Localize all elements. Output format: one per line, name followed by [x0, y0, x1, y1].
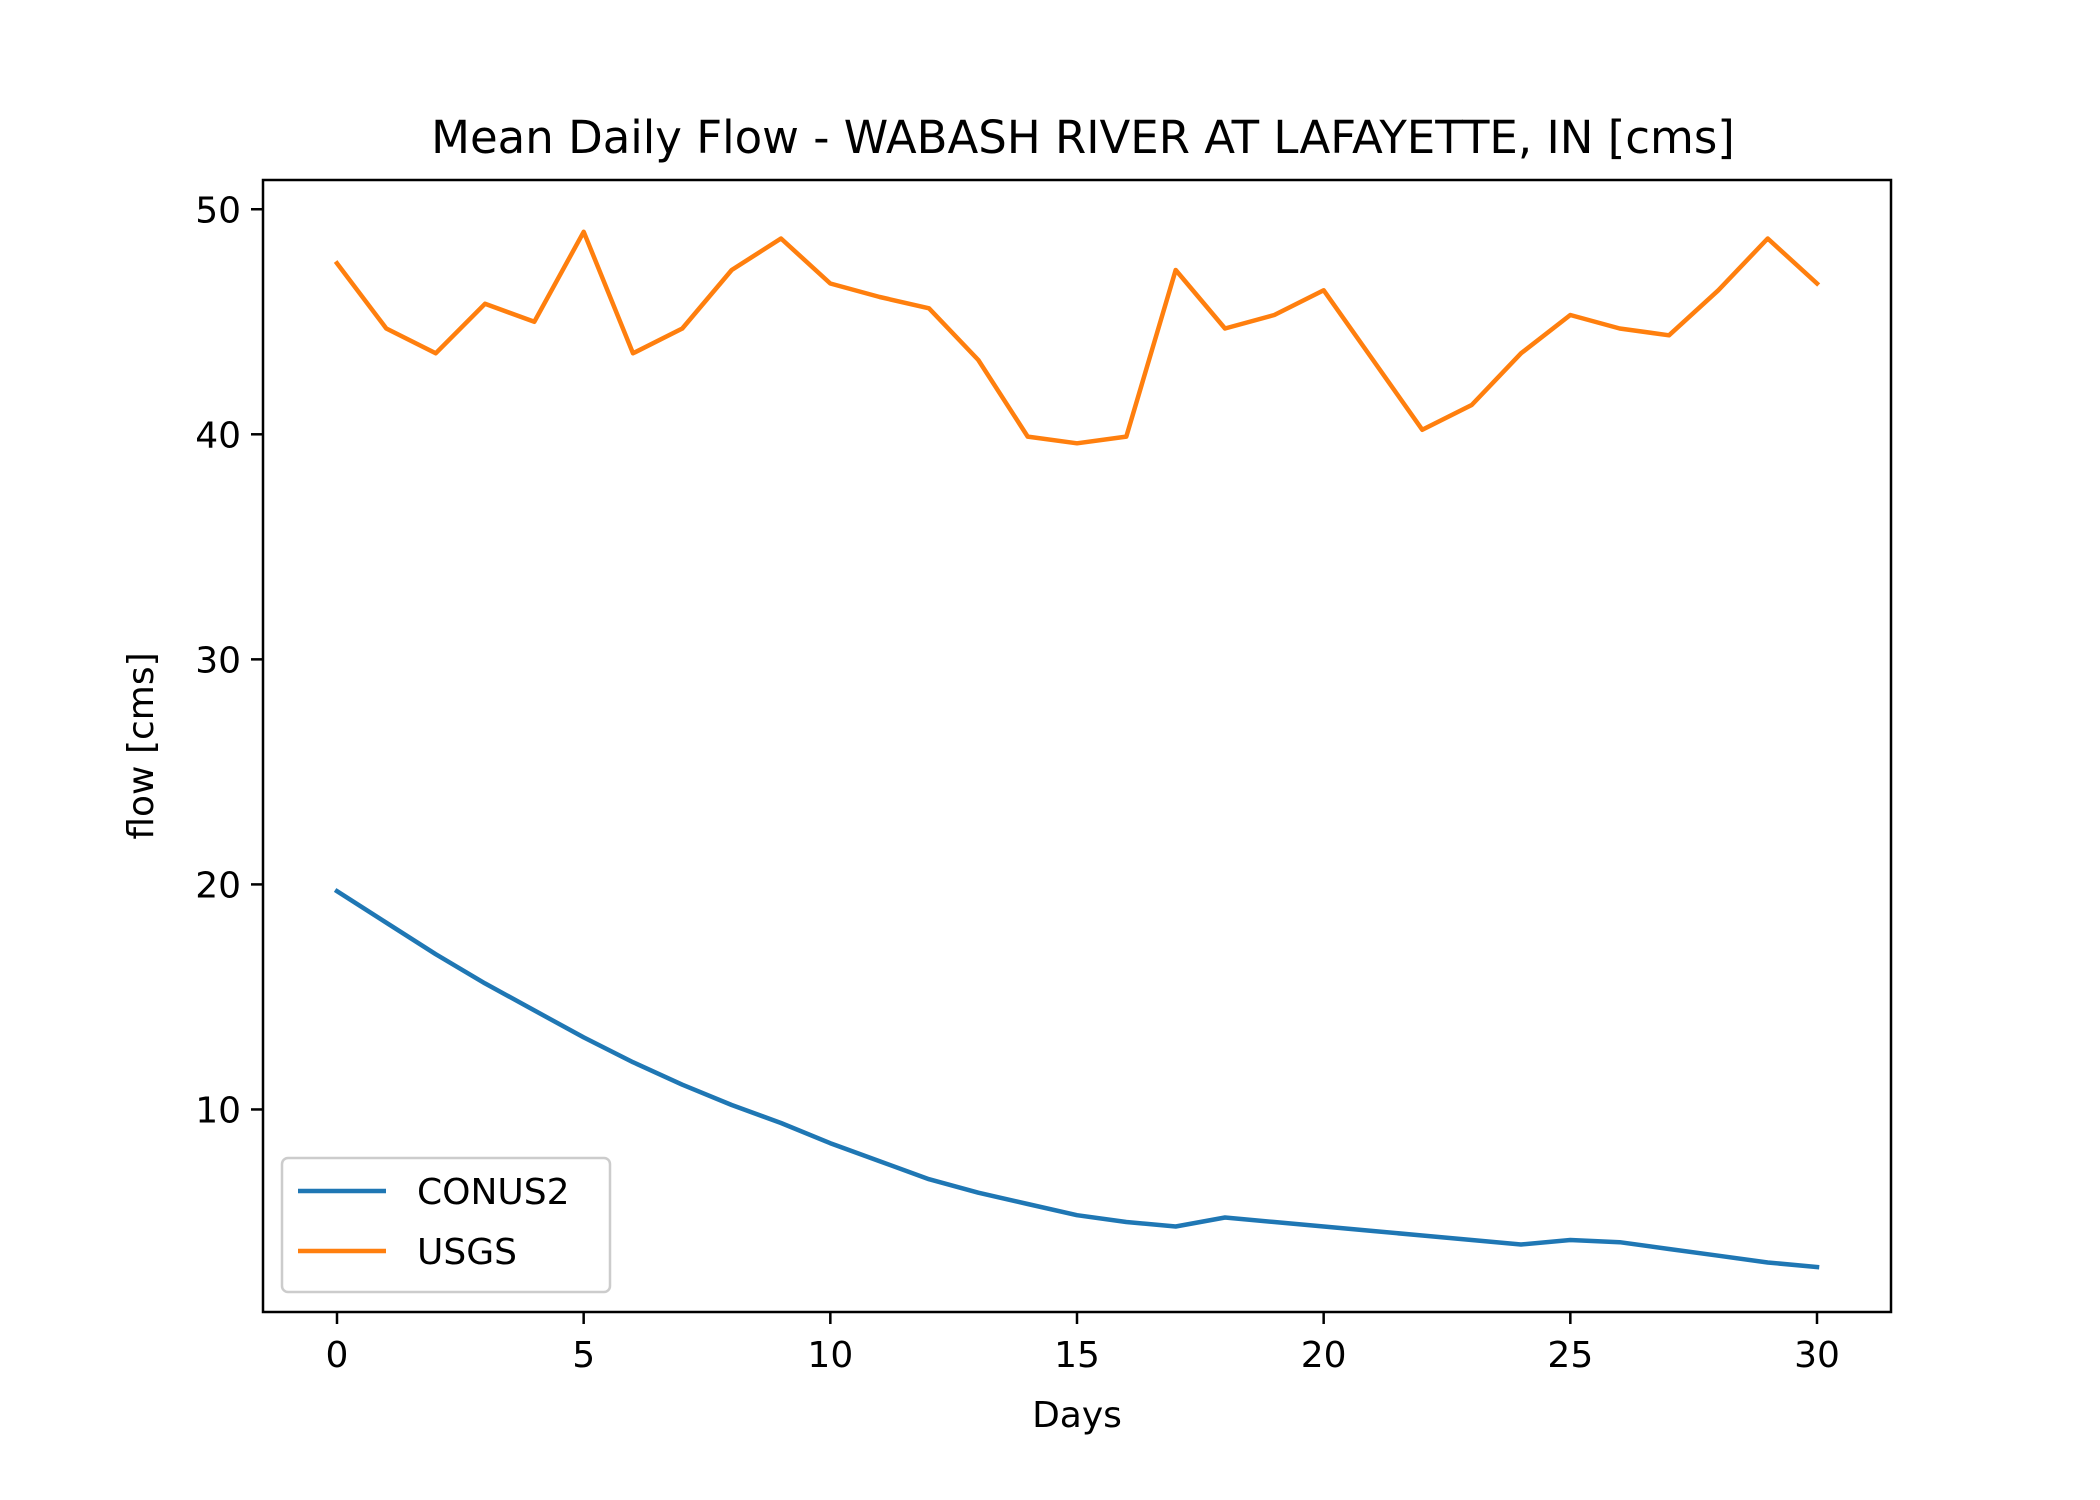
data-point-usgs-18 — [1223, 326, 1227, 330]
data-point-conus2-8 — [730, 1103, 734, 1107]
data-point-conus2-6 — [631, 1060, 635, 1064]
x-tick-label-30: 30 — [1794, 1335, 1840, 1376]
data-point-usgs-11 — [878, 295, 882, 299]
legend-label-conus2: CONUS2 — [417, 1172, 570, 1213]
data-point-conus2-25 — [1568, 1238, 1572, 1242]
data-point-usgs-7 — [680, 326, 684, 330]
y-axis-label: flow [cms] — [121, 652, 162, 839]
data-point-conus2-11 — [878, 1159, 882, 1163]
data-point-usgs-23 — [1470, 403, 1474, 407]
data-point-conus2-24 — [1519, 1242, 1523, 1246]
data-point-usgs-17 — [1174, 268, 1178, 272]
data-point-usgs-5 — [582, 230, 586, 234]
x-tick-label-5: 5 — [572, 1335, 595, 1376]
data-point-usgs-12 — [927, 306, 931, 310]
y-axis-ticks: 10 20 30 40 50 — [195, 190, 263, 1131]
data-point-usgs-19 — [1272, 313, 1276, 317]
data-point-conus2-3 — [483, 981, 487, 985]
data-point-conus2-21 — [1371, 1229, 1375, 1233]
data-point-conus2-23 — [1470, 1238, 1474, 1242]
data-point-conus2-18 — [1223, 1215, 1227, 1219]
y-tick-label-50: 50 — [195, 190, 241, 231]
data-point-conus2-20 — [1322, 1224, 1326, 1228]
data-point-usgs-29 — [1766, 236, 1770, 240]
data-point-usgs-2 — [434, 351, 438, 355]
data-point-conus2-26 — [1618, 1240, 1622, 1244]
data-point-usgs-3 — [483, 302, 487, 306]
x-tick-label-10: 10 — [807, 1335, 853, 1376]
data-point-usgs-16 — [1124, 434, 1128, 438]
x-tick-label-15: 15 — [1054, 1335, 1100, 1376]
legend: CONUS2 USGS — [280, 1156, 612, 1294]
data-point-usgs-13 — [976, 358, 980, 362]
y-tick-label-30: 30 — [195, 640, 241, 681]
chart-title: Mean Daily Flow - WABASH RIVER AT LAFAYE… — [431, 111, 1735, 164]
data-point-usgs-20 — [1322, 288, 1326, 292]
data-point-conus2-9 — [779, 1121, 783, 1125]
data-point-usgs-25 — [1568, 313, 1572, 317]
y-tick-label-40: 40 — [195, 415, 241, 456]
data-point-conus2-4 — [532, 1008, 536, 1012]
data-point-conus2-2 — [434, 952, 438, 956]
data-point-usgs-10 — [828, 281, 832, 285]
x-tick-label-0: 0 — [326, 1335, 349, 1376]
data-point-usgs-22 — [1420, 428, 1424, 432]
data-point-usgs-30 — [1815, 281, 1819, 285]
data-point-conus2-5 — [582, 1035, 586, 1039]
data-point-conus2-28 — [1716, 1254, 1720, 1258]
data-point-usgs-28 — [1716, 288, 1720, 292]
data-point-conus2-0 — [335, 889, 339, 893]
series-line-conus2 — [333, 888, 1820, 1270]
data-point-conus2-19 — [1272, 1220, 1276, 1224]
data-point-usgs-9 — [779, 236, 783, 240]
data-point-usgs-0 — [335, 261, 339, 265]
x-axis-label: Days — [1032, 1395, 1122, 1436]
data-point-usgs-15 — [1075, 441, 1079, 445]
data-point-conus2-16 — [1124, 1220, 1128, 1224]
data-point-conus2-13 — [976, 1191, 980, 1195]
data-point-conus2-15 — [1075, 1213, 1079, 1217]
data-point-usgs-21 — [1371, 358, 1375, 362]
x-tick-label-25: 25 — [1547, 1335, 1593, 1376]
data-point-conus2-30 — [1815, 1265, 1819, 1269]
data-point-conus2-14 — [1026, 1202, 1030, 1206]
plot-area — [263, 180, 1891, 1312]
data-point-usgs-26 — [1618, 326, 1622, 330]
y-tick-label-10: 10 — [195, 1090, 241, 1131]
x-axis-ticks: 0 5 10 15 20 25 30 — [326, 1312, 1840, 1376]
data-point-conus2-17 — [1174, 1224, 1178, 1228]
legend-label-usgs: USGS — [417, 1232, 517, 1273]
x-tick-label-20: 20 — [1301, 1335, 1347, 1376]
data-point-conus2-22 — [1420, 1233, 1424, 1237]
data-point-usgs-27 — [1667, 333, 1671, 337]
data-point-conus2-27 — [1667, 1247, 1671, 1251]
series-lines — [333, 229, 1821, 1270]
data-point-usgs-6 — [631, 351, 635, 355]
data-point-conus2-10 — [828, 1141, 832, 1145]
data-point-usgs-4 — [532, 320, 536, 324]
data-point-conus2-7 — [680, 1083, 684, 1087]
data-point-conus2-1 — [384, 921, 388, 925]
data-point-conus2-29 — [1766, 1260, 1770, 1264]
series-line-usgs — [333, 229, 1821, 446]
data-point-usgs-8 — [730, 268, 734, 272]
data-point-usgs-24 — [1519, 351, 1523, 355]
data-point-usgs-1 — [384, 326, 388, 330]
data-point-usgs-14 — [1026, 434, 1030, 438]
data-point-conus2-12 — [927, 1177, 931, 1181]
y-tick-label-20: 20 — [195, 865, 241, 906]
